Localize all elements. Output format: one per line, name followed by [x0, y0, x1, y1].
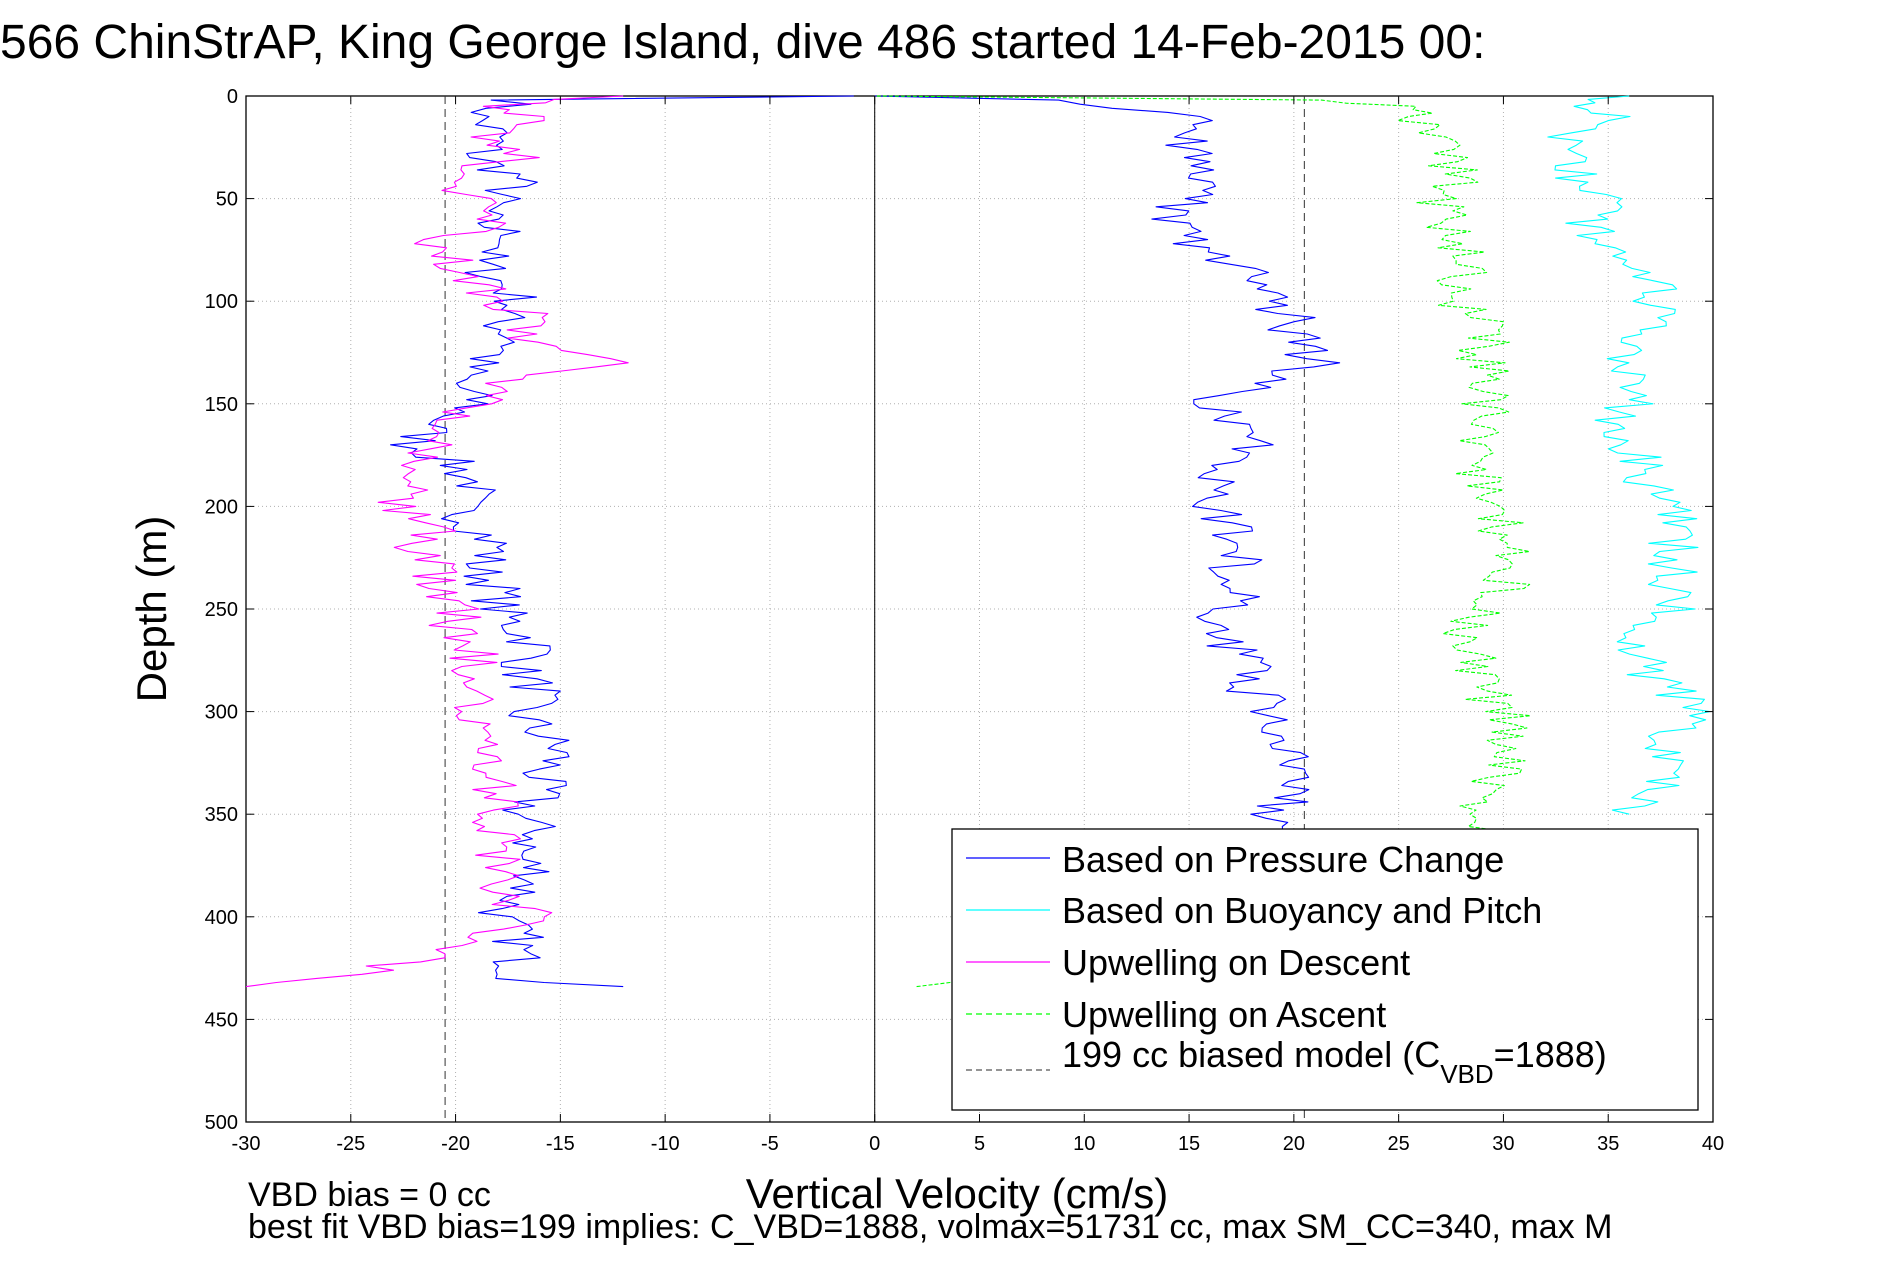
- x-tick-label: 25: [1388, 1133, 1410, 1155]
- x-tick-label: 10: [1073, 1133, 1095, 1155]
- x-tick-label: -30: [232, 1133, 261, 1155]
- legend: Based on Pressure Change Based on Buoyan…: [951, 828, 1699, 1111]
- legend-entry-upwelling-descent: Upwelling on Descent: [966, 942, 1410, 983]
- legend-entry-upwelling-ascent: Upwelling on Ascent: [966, 994, 1386, 1035]
- x-tick-label: -25: [336, 1133, 365, 1155]
- y-tick-label: 500: [205, 1112, 238, 1134]
- y-tick-label: 350: [205, 804, 238, 826]
- y-tick-label: 250: [205, 599, 238, 621]
- legend-label-buoyancy-pitch: Based on Buoyancy and Pitch: [1062, 890, 1542, 931]
- y-tick-label: 200: [205, 496, 238, 518]
- x-tick-label: 20: [1283, 1133, 1305, 1155]
- y-tick-label: 400: [205, 907, 238, 929]
- x-tick-label: -20: [441, 1133, 470, 1155]
- best-fit-note: best fit VBD bias=199 implies: C_VBD=188…: [248, 1208, 1612, 1246]
- x-tick-label: -10: [651, 1133, 680, 1155]
- legend-label-upwelling-ascent: Upwelling on Ascent: [1062, 994, 1386, 1035]
- x-tick-label: 5: [974, 1133, 985, 1155]
- series-line-upwelling-descent: [245, 95, 629, 988]
- legend-label-biased-model-main: 199 cc biased model (C: [1062, 1034, 1440, 1075]
- x-tick-label: 0: [869, 1133, 880, 1155]
- y-tick-label: 150: [205, 394, 238, 416]
- x-tick-label: -15: [546, 1133, 575, 1155]
- legend-label-biased-model: 199 cc biased model (CVBD=1888): [1062, 1034, 1607, 1089]
- series-line-pressure-descent: [390, 95, 854, 988]
- series-line-buoyancy-pitch: [1547, 95, 1711, 815]
- x-tick-label: 30: [1492, 1133, 1514, 1155]
- reference-lines: [444, 96, 1305, 1122]
- x-tick-label: 35: [1597, 1133, 1619, 1155]
- legend-label-upwelling-descent: Upwelling on Descent: [1062, 942, 1410, 983]
- y-tick-label: 50: [216, 189, 238, 211]
- x-tick-label: 40: [1702, 1133, 1724, 1155]
- x-axis-label: Vertical Velocity (cm/s): [746, 1170, 1168, 1217]
- legend-label-biased-model-sub: VBD: [1440, 1059, 1493, 1089]
- legend-entry-buoyancy-pitch: Based on Buoyancy and Pitch: [966, 890, 1542, 931]
- chart-title: 566 ChinStrAP, King George Island, dive …: [0, 16, 1485, 69]
- vbd-bias-note: VBD bias = 0 cc: [248, 1176, 491, 1214]
- legend-label-pressure-change: Based on Pressure Change: [1062, 839, 1504, 880]
- y-tick-label: 100: [205, 291, 238, 313]
- y-tick-label: 450: [205, 1009, 238, 1031]
- y-axis-label: Depth (m): [128, 516, 175, 703]
- y-tick-label: 0: [227, 86, 238, 108]
- legend-entry-pressure-change: Based on Pressure Change: [966, 839, 1504, 880]
- legend-label-biased-model-suffix: =1888): [1494, 1034, 1607, 1075]
- axis-ticks: -30 -25 -20 -15 -10 -5 0 5 10 15 20 25 30 35 400501001…: [205, 86, 1725, 1155]
- x-tick-label: -5: [761, 1133, 779, 1155]
- legend-box: [951, 828, 1699, 1111]
- legend-entry-biased-model: 199 cc biased model (CVBD=1888): [966, 1034, 1607, 1089]
- y-tick-label: 300: [205, 702, 238, 724]
- x-tick-label: 15: [1178, 1133, 1200, 1155]
